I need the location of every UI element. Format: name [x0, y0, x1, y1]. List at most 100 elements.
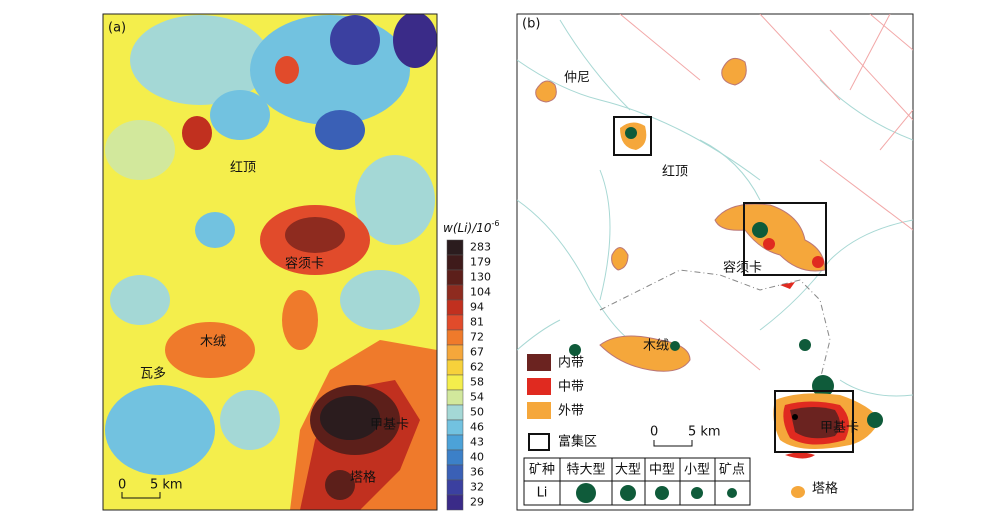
- scale-bar-part: 5 km: [688, 425, 721, 440]
- place-label-part: 木绒: [643, 339, 669, 354]
- legend-label: 32: [470, 481, 484, 494]
- contour-map-part: [105, 120, 175, 180]
- zone-legend: 内带 中带 外带 富集区: [527, 354, 597, 451]
- color-swatch: [446, 404, 464, 421]
- legend-label: 81: [470, 316, 484, 329]
- deposit-table-part: 大型: [615, 463, 641, 478]
- map-features-part: [559, 19, 631, 111]
- legend-label: 283: [470, 241, 491, 254]
- enrichment-box-part: [774, 390, 854, 453]
- zone-legend-part: 内带: [558, 355, 584, 371]
- panel-tag: (b): [522, 17, 540, 32]
- place-label: 红顶 容须卡 木绒 瓦多 甲基卡 塔格: [140, 160, 409, 486]
- map-features-part: [699, 139, 761, 201]
- map-features-part: [611, 247, 629, 271]
- place-label-part: 木绒: [200, 335, 226, 350]
- map-features-part: [619, 14, 701, 81]
- enrichment-box-part: [743, 202, 827, 276]
- legend-label: 46: [470, 421, 484, 434]
- map-features-part: [780, 282, 795, 289]
- legend-label: 104: [470, 286, 491, 299]
- map-features-part: [785, 452, 815, 459]
- map-features-part: [799, 339, 811, 351]
- map-features-part: [517, 319, 561, 351]
- legend-label: 94: [470, 301, 484, 314]
- scale-bar-part: [121, 492, 161, 499]
- contour-map-part: [330, 15, 380, 65]
- contour-map-part: [105, 385, 215, 475]
- legend-label: 58: [470, 376, 484, 389]
- color-swatch: [446, 239, 464, 256]
- place-label-part: 甲基卡: [370, 418, 409, 433]
- color-swatch: [446, 419, 464, 436]
- contour-map-part: [182, 116, 212, 150]
- color-swatch: [446, 269, 464, 286]
- legend-label: 72: [470, 331, 484, 344]
- map-features-part: [535, 80, 557, 103]
- enrichment-box-part: [613, 116, 652, 156]
- color-swatch: [446, 344, 464, 361]
- contour-map-part: [130, 15, 270, 105]
- legend-label: 40: [470, 451, 484, 464]
- map-features-part: [599, 169, 611, 301]
- map-features-part: [849, 14, 891, 91]
- place-label-part: 瓦多: [140, 366, 166, 382]
- scale-bar-part: 0: [118, 478, 126, 493]
- place-label: 仲尼 红顶 容须卡 木绒 甲基卡 塔格: [564, 71, 859, 497]
- map-features-part: [759, 14, 841, 101]
- contour-map-part: [275, 56, 299, 84]
- contour-map-part: [282, 290, 318, 350]
- color-swatch: [446, 254, 464, 271]
- zone-legend-part: [527, 354, 551, 371]
- map-features-part: [791, 486, 805, 498]
- deposit-table-part: [620, 485, 636, 501]
- place-label-part: 甲基卡: [820, 421, 859, 436]
- zone-legend-part: 中带: [558, 380, 584, 395]
- color-swatch: [446, 374, 464, 391]
- contour-map-part: [195, 212, 235, 248]
- map-features-part: [699, 319, 761, 371]
- legend-label: 54: [470, 391, 484, 404]
- deposit-table-part: [727, 488, 737, 498]
- deposit-table-part: Li: [537, 486, 548, 501]
- place-label-part: 红顶: [662, 164, 688, 180]
- map-features-part: [839, 379, 913, 397]
- scale-bar: 0 5 km: [650, 425, 721, 447]
- map-features-part: [619, 14, 913, 371]
- contour-map-part: [320, 396, 380, 440]
- place-label-part: 塔格: [350, 470, 376, 486]
- place-label-part: 红顶: [230, 160, 256, 176]
- legend-label: 29: [470, 496, 484, 509]
- legend-label: 36: [470, 466, 484, 479]
- map-features-part: [869, 14, 913, 51]
- legend-label: 67: [470, 346, 484, 359]
- contour-map-part: [210, 90, 270, 140]
- color-swatch: [446, 314, 464, 331]
- map-features-part: [721, 57, 747, 86]
- deposit-table-part: [576, 483, 596, 503]
- contour-map-part: [165, 322, 255, 378]
- contour-map-part: [355, 155, 435, 245]
- map-features-part: [790, 407, 840, 439]
- legend-label: 43: [470, 436, 484, 449]
- scale-bar-part: [653, 440, 693, 447]
- panel-tag: (a): [108, 21, 126, 36]
- deposit-table-part: [655, 486, 669, 500]
- zone-legend-part: 富集区: [558, 434, 597, 450]
- place-label-part: 容须卡: [285, 256, 324, 272]
- color-swatch: [446, 479, 464, 496]
- contour-map-part: [325, 470, 355, 500]
- map-features-part: [599, 269, 831, 411]
- deposit-table-part: 矿种: [529, 463, 555, 478]
- map-features-part: [819, 159, 913, 231]
- zone-legend-part: [527, 378, 551, 395]
- scale-bar-part: 5 km: [150, 478, 183, 493]
- scale-bar-part: 0: [650, 425, 658, 440]
- contour-map: [103, 14, 437, 510]
- deposit-table-part: 中型: [649, 463, 675, 478]
- zone-legend-part: [528, 433, 550, 451]
- deposit-table-part: 特大型: [566, 463, 605, 478]
- contour-map-part: [285, 217, 345, 253]
- place-label-part: 仲尼: [564, 71, 590, 86]
